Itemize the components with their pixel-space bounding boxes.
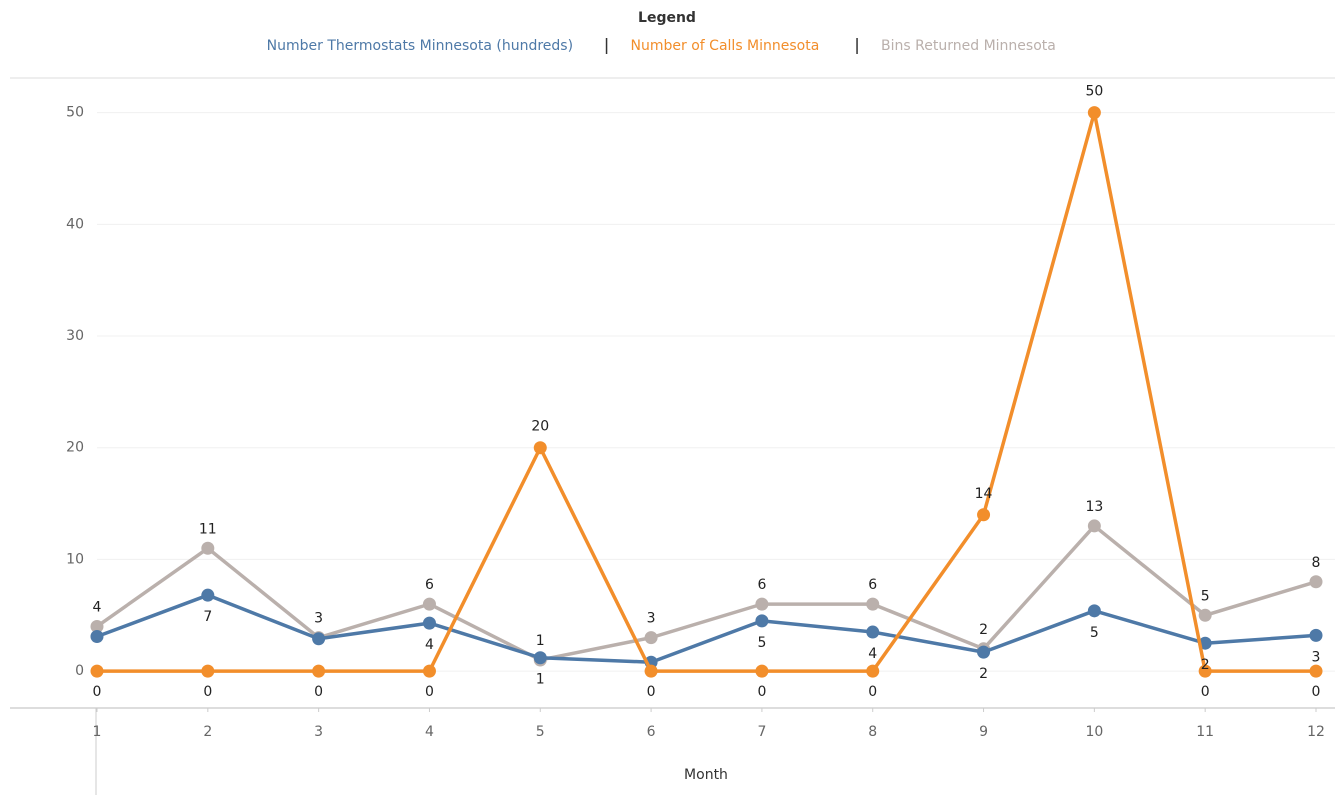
y-tick-label: 0	[75, 663, 84, 679]
data-point	[422, 616, 436, 630]
legend-entry: Bins Returned Minnesota	[881, 38, 1056, 54]
data-point	[1309, 575, 1323, 589]
data-label: 6	[868, 577, 877, 593]
data-label: 1	[536, 633, 545, 649]
x-tick-label: 6	[647, 724, 656, 740]
series-line	[96, 593, 1317, 664]
y-tick-label: 40	[66, 216, 84, 232]
legend-title: Legend	[638, 10, 696, 26]
data-label: 6	[757, 577, 766, 593]
data-point	[755, 664, 769, 678]
data-point	[755, 614, 769, 628]
data-point	[644, 631, 658, 645]
data-label: 6	[425, 577, 434, 593]
data-point	[1087, 604, 1101, 618]
data-label: 4	[868, 646, 877, 662]
data-point	[533, 441, 547, 455]
data-label: 0	[425, 684, 434, 700]
data-label: 5	[1201, 588, 1210, 604]
data-label: 4	[425, 637, 434, 653]
data-point	[422, 664, 436, 678]
series-line	[97, 110, 1316, 673]
data-point	[533, 651, 547, 665]
legend-entry: Number of Calls Minnesota	[631, 38, 820, 54]
y-tick-label: 10	[66, 551, 84, 567]
data-label: 13	[1085, 499, 1103, 515]
x-tick-label: 7	[757, 724, 766, 740]
data-point	[1309, 664, 1323, 678]
data-point	[1087, 106, 1101, 120]
data-point	[1309, 628, 1323, 642]
data-label: 5	[757, 635, 766, 651]
data-label: 0	[647, 684, 656, 700]
data-point	[1198, 664, 1212, 678]
data-label: 0	[868, 684, 877, 700]
x-tick-label: 5	[536, 724, 545, 740]
data-point	[1198, 608, 1212, 622]
y-tick-label: 50	[66, 105, 84, 121]
data-point	[90, 630, 104, 644]
data-point	[644, 664, 658, 678]
data-point	[201, 664, 215, 678]
data-label: 14	[975, 486, 993, 502]
data-point	[866, 625, 880, 639]
y-tick-label: 20	[66, 440, 84, 456]
data-label: 2	[979, 622, 988, 638]
data-label: 3	[314, 611, 323, 627]
data-label: 0	[1312, 684, 1321, 700]
data-point	[866, 664, 880, 678]
x-tick-label: 2	[203, 724, 212, 740]
data-label: 0	[203, 684, 212, 700]
x-tick-label: 4	[425, 724, 434, 740]
data-label: 3	[1312, 649, 1321, 665]
data-label: 0	[757, 684, 766, 700]
x-tick-label: 1	[93, 724, 102, 740]
data-label: 11	[199, 521, 217, 537]
legend-entry: Number Thermostats Minnesota (hundreds)	[267, 38, 573, 54]
data-label: 7	[203, 609, 212, 625]
x-tick-label: 9	[979, 724, 988, 740]
data-point	[977, 645, 991, 659]
data-label: 0	[1201, 684, 1210, 700]
x-tick-label: 10	[1085, 724, 1103, 740]
data-point	[422, 597, 436, 611]
x-tick-label: 3	[314, 724, 323, 740]
data-label: 2	[979, 666, 988, 682]
data-point	[201, 588, 215, 602]
data-label: 2	[1201, 657, 1210, 673]
x-tick-label: 12	[1307, 724, 1325, 740]
data-point	[1087, 519, 1101, 533]
data-label: 0	[314, 684, 323, 700]
x-tick-label: 8	[868, 724, 877, 740]
data-point	[201, 541, 215, 555]
data-label: 8	[1312, 555, 1321, 571]
data-point	[866, 597, 880, 611]
data-label: 3	[647, 611, 656, 627]
data-point	[90, 619, 104, 633]
data-label: 1	[536, 672, 545, 688]
x-tick-label: 11	[1196, 724, 1214, 740]
data-label: 0	[93, 684, 102, 700]
data-label: 4	[93, 599, 102, 615]
data-label: 50	[1085, 84, 1103, 100]
data-label: 5	[1090, 625, 1099, 641]
legend: Number Thermostats Minnesota (hundreds) N…	[267, 38, 1056, 54]
data-point	[312, 664, 326, 678]
data-point	[755, 597, 769, 611]
data-label: 20	[531, 419, 549, 435]
data-point	[90, 664, 104, 678]
series-line	[95, 524, 1317, 662]
data-point	[977, 508, 991, 522]
x-axis-title: Month	[684, 767, 728, 783]
data-point	[312, 632, 326, 646]
y-tick-label: 30	[66, 328, 84, 344]
